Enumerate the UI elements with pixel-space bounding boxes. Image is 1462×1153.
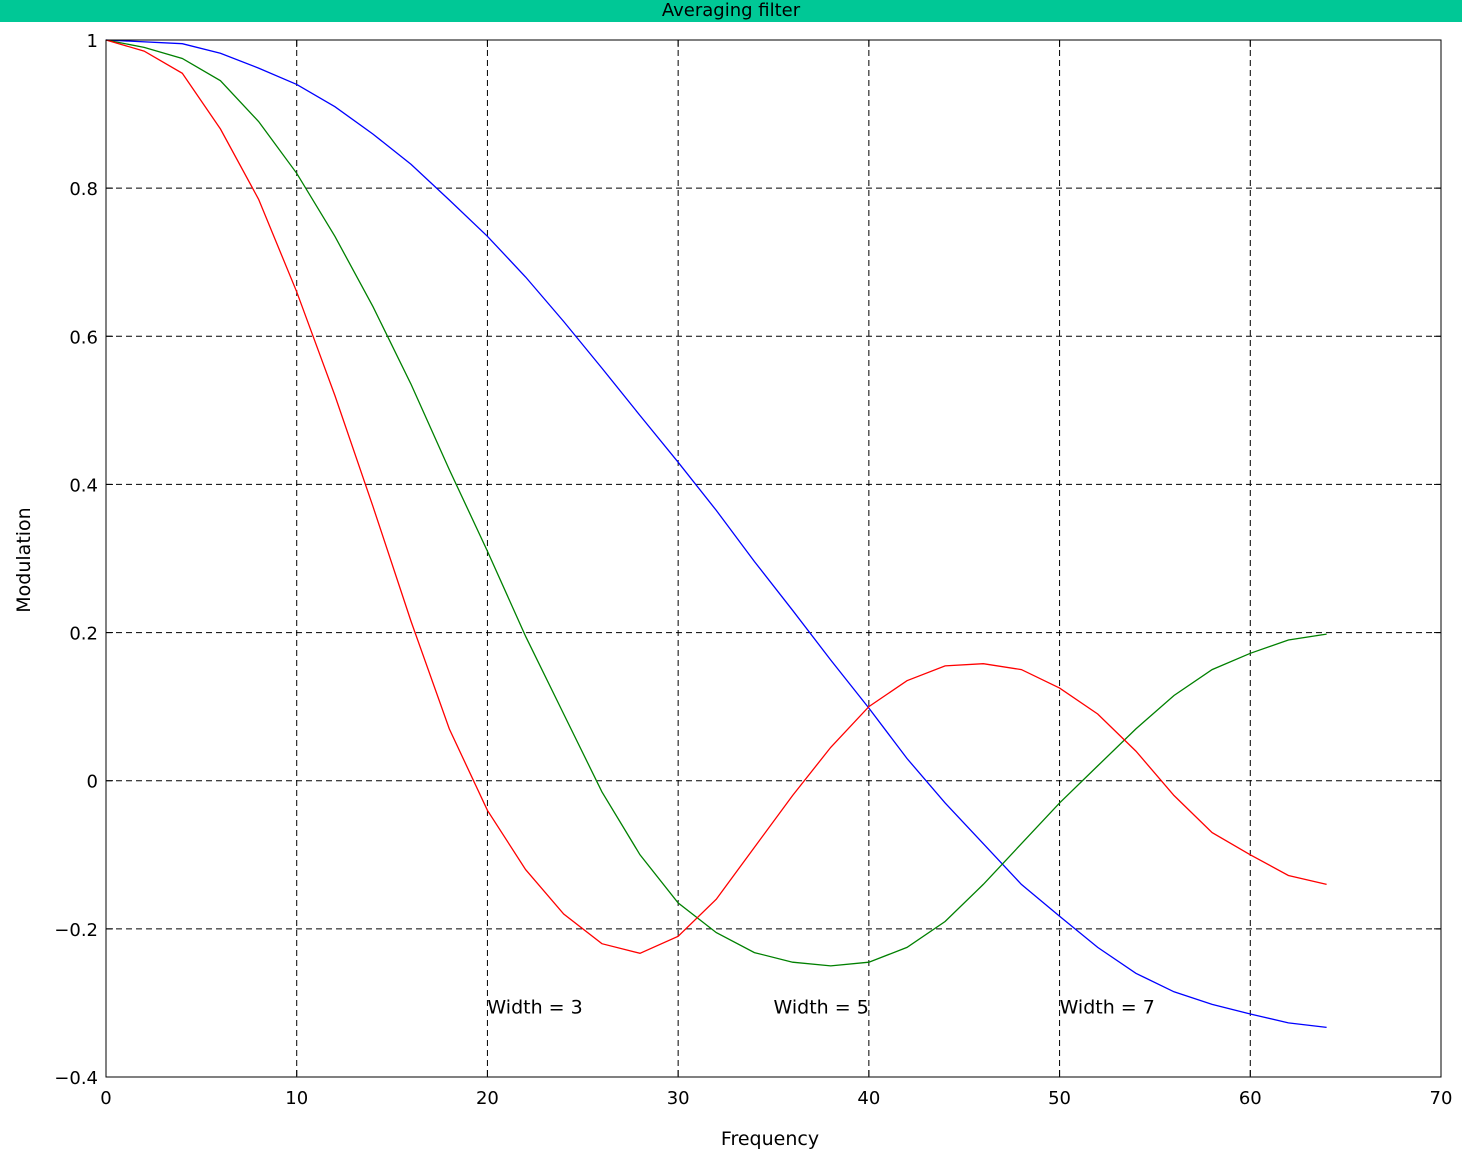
series-layer: [105, 39, 1327, 1029]
y-tick-label: 0: [87, 772, 98, 793]
x-tick-label: 40: [857, 1088, 880, 1109]
chart-title-bar: Averaging filter: [0, 0, 1462, 22]
y-tick-label: −0.2: [54, 920, 98, 941]
series-line-2: [105, 39, 1327, 967]
x-tick-label: 0: [100, 1088, 111, 1109]
annotation-label: Width = 3: [487, 997, 582, 1019]
annotations: Width = 3 Width = 5 Width = 7: [487, 997, 1154, 1019]
x-tick-label: 30: [667, 1088, 690, 1109]
y-tick-label: 0.8: [69, 179, 98, 200]
x-tick-label: 10: [285, 1088, 308, 1109]
annotation-label: Width = 5: [774, 997, 869, 1019]
series-line-1: [105, 39, 1327, 1029]
y-tick-label: 0.2: [69, 624, 98, 645]
grid: [106, 40, 1441, 1077]
chart-title: Averaging filter: [661, 0, 801, 21]
y-tick-label: 0.6: [69, 327, 98, 348]
x-tick-label: 20: [476, 1088, 499, 1109]
x-tick-label: 60: [1239, 1088, 1262, 1109]
y-tick-label: −0.4: [54, 1068, 98, 1089]
tick-labels: 0 10 20 30 40 50 60 70 −0.4 −0.2 0 0.2 0.4 0.6 0.8 1: [54, 31, 1452, 1109]
x-tick-label: 50: [1048, 1088, 1071, 1109]
y-axis-label: Modulation: [13, 507, 35, 612]
x-axis-label: Frequency: [721, 1128, 819, 1150]
y-tick-label: 1: [87, 31, 98, 52]
plot-frame: [105, 39, 1442, 1078]
x-tick-label: 70: [1430, 1088, 1453, 1109]
axes: [105, 39, 1442, 1078]
y-tick-label: 0.4: [69, 475, 98, 496]
annotation-label: Width = 7: [1060, 997, 1155, 1019]
series-line-3: [105, 39, 1327, 954]
